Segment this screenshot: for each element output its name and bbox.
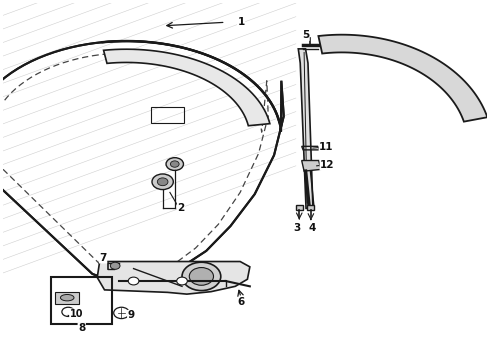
Polygon shape [302,161,321,171]
Text: 6: 6 [238,297,245,307]
Circle shape [110,262,120,269]
Text: 9: 9 [127,310,135,320]
Circle shape [182,262,221,291]
Polygon shape [307,205,314,210]
Ellipse shape [60,294,74,301]
Text: 12: 12 [320,160,335,170]
Polygon shape [296,205,303,210]
Polygon shape [103,49,270,126]
Text: 8: 8 [78,323,85,333]
Circle shape [114,307,129,319]
Polygon shape [318,35,488,122]
Circle shape [152,174,173,190]
Text: 11: 11 [319,143,334,152]
FancyBboxPatch shape [55,292,79,304]
Circle shape [62,307,74,316]
Text: 7: 7 [99,253,107,263]
Circle shape [157,178,168,186]
Text: 4: 4 [308,223,316,233]
Circle shape [171,161,179,167]
Text: 2: 2 [177,203,185,213]
Circle shape [128,277,139,285]
Circle shape [177,277,187,285]
Polygon shape [97,261,250,294]
Text: 5: 5 [302,30,309,40]
Text: 10: 10 [70,309,83,319]
Polygon shape [298,49,313,208]
Circle shape [166,158,183,170]
Circle shape [189,267,214,285]
Text: 1: 1 [238,17,245,27]
Text: 3: 3 [293,223,300,233]
